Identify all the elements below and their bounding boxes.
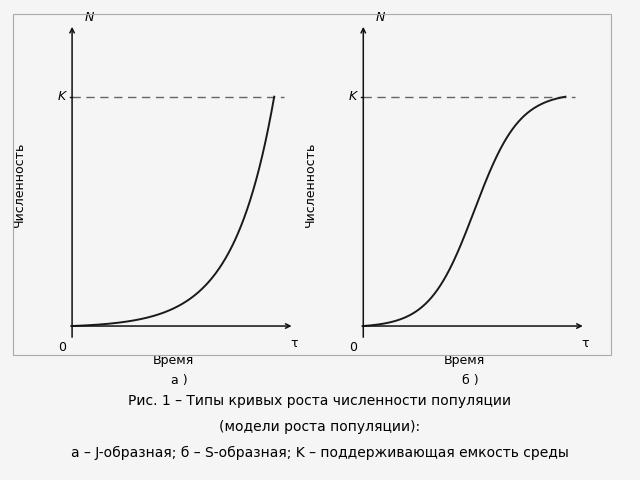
Text: τ: τ [291, 337, 298, 350]
Text: Численность: Численность [304, 142, 317, 228]
Text: а – J-образная; б – S-образная; K – поддерживающая емкость среды: а – J-образная; б – S-образная; K – подд… [71, 446, 569, 460]
Text: N: N [376, 11, 385, 24]
Text: б ): б ) [462, 374, 479, 387]
Text: τ: τ [582, 337, 589, 350]
Text: N: N [84, 11, 93, 24]
Text: (модели роста популяции):: (модели роста популяции): [220, 420, 420, 434]
Text: Время: Время [444, 354, 485, 367]
Text: K: K [58, 90, 66, 103]
Text: K: K [349, 90, 357, 103]
Text: Время: Время [152, 354, 194, 367]
Text: 0: 0 [349, 341, 357, 354]
Text: а ): а ) [171, 374, 188, 387]
Text: Рис. 1 – Типы кривых роста численности популяции: Рис. 1 – Типы кривых роста численности п… [129, 394, 511, 408]
Text: Численность: Численность [13, 142, 26, 228]
Text: 0: 0 [58, 341, 66, 354]
